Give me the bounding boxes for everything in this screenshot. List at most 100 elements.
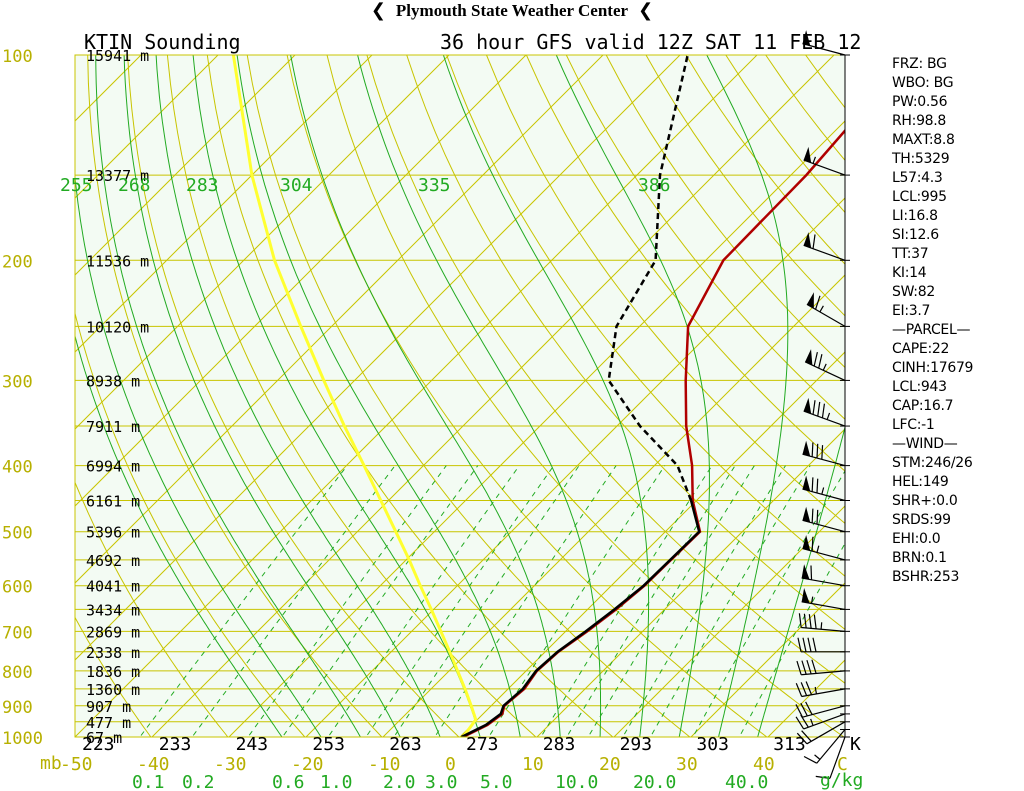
wind-barb <box>802 535 850 561</box>
mixing-ratio-label: 3.0 <box>425 772 458 791</box>
wind-barb <box>798 613 850 632</box>
dry-adiabat-line <box>1005 55 1024 752</box>
index-line: LI:16.8 <box>892 208 938 224</box>
theta-e-label: 386 <box>638 175 671 196</box>
isotherm-line <box>382 274 845 737</box>
theta-k-label: 233 <box>159 734 192 755</box>
dry-adiabat-line <box>406 55 845 631</box>
theta-e-label: 283 <box>186 175 219 196</box>
pressure-tick-label: 100 <box>2 47 33 67</box>
index-line: —WIND— <box>892 436 958 452</box>
index-line: KI:14 <box>892 265 927 281</box>
temp-tick-label: 0 <box>445 754 456 775</box>
moist-adiabat-line <box>75 173 322 737</box>
chart-title-left: KTIN Sounding <box>84 30 241 54</box>
wind-barb <box>802 506 850 533</box>
isotherm-line <box>75 55 527 507</box>
dry-adiabat-line <box>605 55 845 369</box>
wind-barb <box>803 397 850 427</box>
isotherm-line <box>75 55 296 276</box>
isotherm-line <box>690 582 845 737</box>
wind-barb <box>796 721 850 745</box>
moist-adiabat-line <box>236 55 521 737</box>
wind-barb <box>802 475 850 502</box>
theta-k-label: 293 <box>620 734 653 755</box>
wind-barb <box>806 292 850 327</box>
height-label: 8938 m <box>86 372 140 390</box>
wind-barb <box>795 681 850 698</box>
theta-k-label: 283 <box>543 734 576 755</box>
index-line: —PARCEL— <box>892 322 971 338</box>
dry-adiabat-line <box>206 55 614 737</box>
moist-adiabat-line <box>555 55 710 737</box>
pressure-tick-label: 400 <box>2 458 33 478</box>
mixing-ratio-label: 2.0 <box>383 772 416 791</box>
header: ❮ Plymouth State Weather Center ❮ <box>0 0 1024 24</box>
theta-e-label: 335 <box>418 175 451 196</box>
dry-adiabat-line <box>965 55 1024 752</box>
pressure-tick-label: 1000 <box>2 729 43 749</box>
dry-adiabat-line <box>326 55 845 737</box>
wind-barb <box>815 736 850 779</box>
temp-tick-label: -40 <box>137 754 170 775</box>
dry-adiabat-line <box>486 55 845 525</box>
chart-title-right: 36 hour GFS valid 12Z SAT 11 FEB 12 <box>440 30 861 54</box>
mixing-ratio-line <box>139 465 348 737</box>
dewpoint-line <box>460 500 701 737</box>
mixing-ratio-line <box>365 465 555 737</box>
mixing-ratio-line <box>540 465 713 737</box>
dry-adiabat-line <box>166 55 537 737</box>
page-title: Plymouth State Weather Center <box>395 1 629 20</box>
wind-barb <box>802 30 850 56</box>
temp-tick-label: 30 <box>676 754 698 775</box>
isotherm-line <box>75 55 373 353</box>
mixing-ratio-label: 5.0 <box>480 772 513 791</box>
stability-indices: FRZ: BG WBO: BG PW:0.56 RH:98.8 MAXT:8.8 TH:5… <box>892 55 973 587</box>
moist-adiabat-line <box>357 55 602 737</box>
index-line: HEL:149 <box>892 474 949 490</box>
wind-barb <box>803 729 850 764</box>
temp-tick-label: 40 <box>753 754 775 775</box>
wind-barb <box>795 701 850 718</box>
dry-adiabat-line <box>75 616 152 737</box>
mixing-ratio-unit-label: g/kg <box>820 770 863 791</box>
parcel-path-line <box>231 55 478 737</box>
height-label: 7911 m <box>86 418 140 436</box>
wind-barb <box>803 232 850 261</box>
index-line: TH:5329 <box>892 151 950 167</box>
theta-k-label: 273 <box>466 734 499 755</box>
theta-k-label: 313 <box>773 734 806 755</box>
mixing-ratio-line <box>281 465 479 737</box>
mixing-ratio-label: 40.0 <box>725 772 768 791</box>
moist-adiabat-line <box>75 334 283 737</box>
theta-k-label: 243 <box>236 734 269 755</box>
theta-e-label: 255 <box>60 175 93 196</box>
moist-adiabat-line <box>123 55 401 737</box>
height-label: 907 m <box>86 698 131 716</box>
wind-barb <box>796 659 850 676</box>
dry-adiabat-line <box>0 55 84 752</box>
theta-k-label: 223 <box>82 734 115 755</box>
temp-tick-label: -30 <box>214 754 247 775</box>
dry-adiabat-line <box>0 55 5 752</box>
pressure-tick-label: 900 <box>2 698 33 718</box>
index-line: MAXT:8.8 <box>892 132 955 148</box>
pressure-tick-label: 300 <box>2 372 33 392</box>
wind-barb-icon: ❮ <box>370 0 386 21</box>
wind-barb-icon: ❮ <box>638 0 654 21</box>
index-line: SI:12.6 <box>892 227 939 243</box>
dry-adiabat-line <box>75 481 229 737</box>
height-label: 13377 m <box>86 167 149 185</box>
pressure-tick-label: 500 <box>2 524 33 544</box>
index-line: LCL:943 <box>892 379 947 395</box>
height-label: 5396 m <box>86 524 140 542</box>
isotherm-line <box>459 351 845 737</box>
height-label: 2869 m <box>86 623 140 641</box>
height-label: 4692 m <box>86 552 140 570</box>
mixing-ratio-line <box>191 465 396 737</box>
index-line: L57:4.3 <box>892 170 943 186</box>
isotherm-line <box>151 55 835 737</box>
dewpoint-upper-line <box>607 55 693 501</box>
moist-adiabat-line <box>155 55 441 737</box>
